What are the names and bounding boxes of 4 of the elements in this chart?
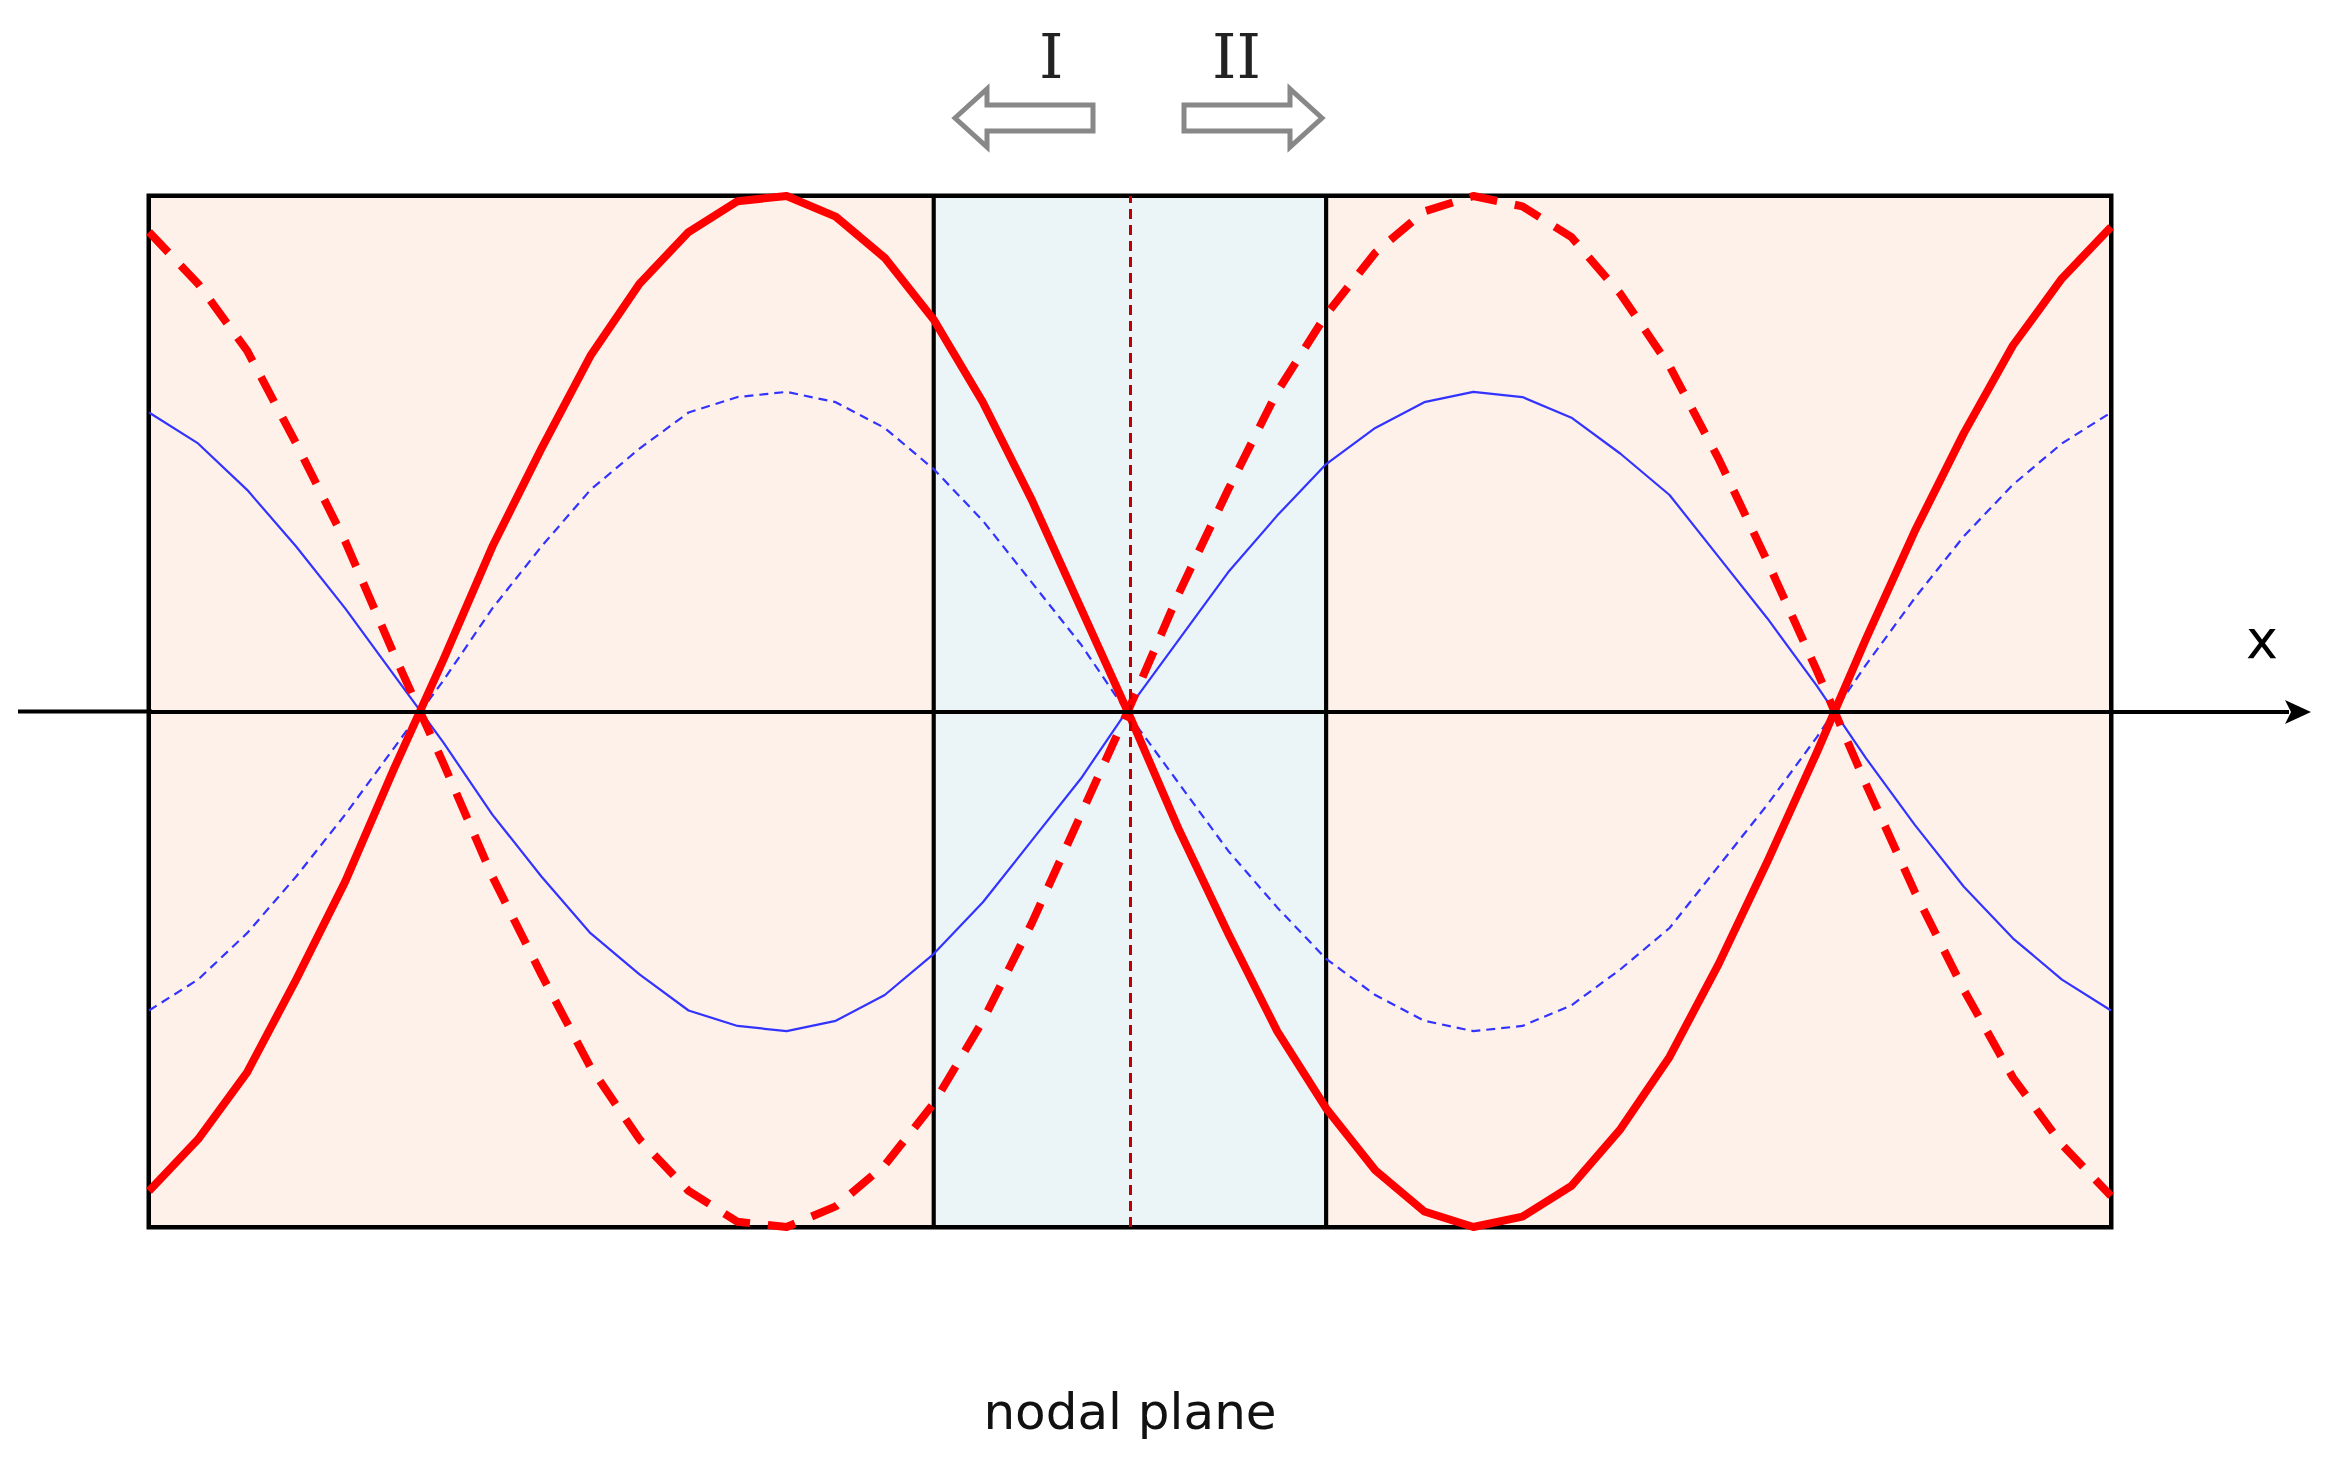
text: nodal plane <box>983 1383 1277 1441</box>
text: I <box>1039 19 1064 93</box>
x-axis-title: x <box>2246 607 2278 671</box>
text: II <box>1212 19 1261 93</box>
